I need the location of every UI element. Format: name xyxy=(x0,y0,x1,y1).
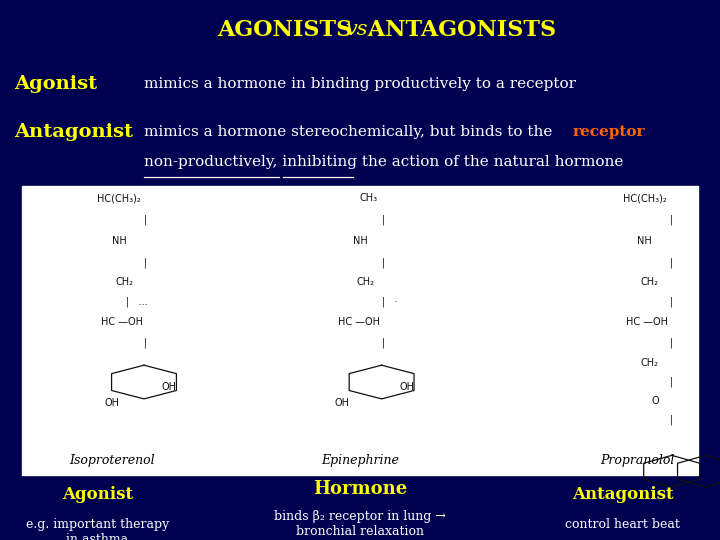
Text: |   ...: | ... xyxy=(126,297,148,307)
Text: NH: NH xyxy=(353,237,367,246)
Text: |: | xyxy=(144,215,148,225)
Text: |: | xyxy=(382,338,385,348)
Text: |: | xyxy=(670,377,673,387)
Text: Antagonist: Antagonist xyxy=(14,123,133,141)
Text: |: | xyxy=(670,297,673,307)
Text: |: | xyxy=(670,215,673,225)
Text: NH: NH xyxy=(112,237,126,246)
Text: OH: OH xyxy=(104,399,120,408)
Text: Isoproterenol: Isoproterenol xyxy=(69,454,154,467)
FancyBboxPatch shape xyxy=(22,186,698,475)
Text: HC —OH: HC —OH xyxy=(101,318,143,327)
Text: |: | xyxy=(382,215,385,225)
Text: Agonist: Agonist xyxy=(14,75,97,93)
Text: Epinephrine: Epinephrine xyxy=(321,454,399,467)
Text: HC —OH: HC —OH xyxy=(626,318,668,327)
Text: mimics a hormone stereochemically, but binds to the: mimics a hormone stereochemically, but b… xyxy=(144,125,557,139)
Text: ANTAGONISTS: ANTAGONISTS xyxy=(360,19,556,40)
Text: mimics a hormone in binding productively to a receptor: mimics a hormone in binding productively… xyxy=(144,77,576,91)
Text: AGONISTS: AGONISTS xyxy=(217,19,360,40)
Text: e.g. important therapy
in asthma: e.g. important therapy in asthma xyxy=(26,518,168,540)
Text: HC(CH₃)₂: HC(CH₃)₂ xyxy=(97,193,141,203)
Text: |: | xyxy=(144,338,148,348)
Text: |: | xyxy=(144,258,148,268)
Text: OH: OH xyxy=(400,382,415,392)
Text: Propranolol: Propranolol xyxy=(600,454,675,467)
Text: control heart beat: control heart beat xyxy=(565,518,680,531)
Text: |: | xyxy=(670,338,673,348)
Text: binds β₂ receptor in lung →
bronchial relaxation
binds β₂ receptor in heart musc: binds β₂ receptor in lung → bronchial re… xyxy=(247,510,473,540)
Text: CH₂: CH₂ xyxy=(115,277,133,287)
Text: OH: OH xyxy=(335,399,350,408)
Text: NH: NH xyxy=(637,237,652,246)
Text: |: | xyxy=(670,258,673,268)
Text: OH: OH xyxy=(162,382,177,392)
Text: Agonist: Agonist xyxy=(62,485,132,503)
Text: |   ·: | · xyxy=(382,297,397,307)
Text: O: O xyxy=(652,396,660,406)
Text: vs.: vs. xyxy=(346,20,374,39)
Text: Hormone: Hormone xyxy=(313,480,407,498)
Text: |: | xyxy=(670,415,673,425)
Text: receptor: receptor xyxy=(572,125,645,139)
Text: HC(CH₃)₂: HC(CH₃)₂ xyxy=(623,193,667,203)
Text: |: | xyxy=(382,258,385,268)
Text: CH₂: CH₂ xyxy=(356,277,374,287)
Text: CH₂: CH₂ xyxy=(641,277,659,287)
Text: non-productively, inhibiting the action of the natural hormone: non-productively, inhibiting the action … xyxy=(144,155,624,169)
Text: HC —OH: HC —OH xyxy=(338,318,380,327)
Text: CH₃: CH₃ xyxy=(360,193,378,203)
Text: Antagonist: Antagonist xyxy=(572,485,674,503)
Text: CH₂: CH₂ xyxy=(641,358,659,368)
